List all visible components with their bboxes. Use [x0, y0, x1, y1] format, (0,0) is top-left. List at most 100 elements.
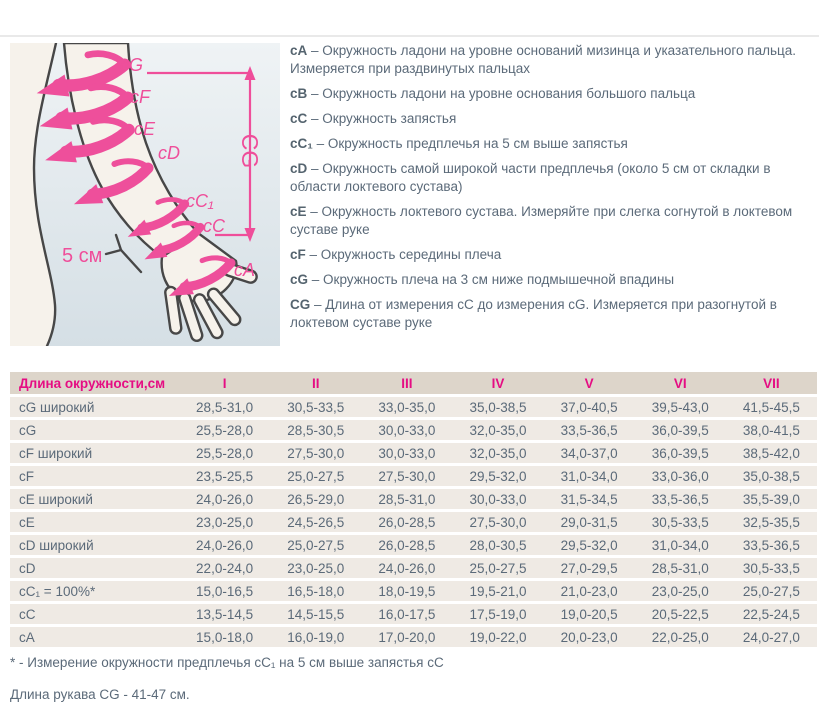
band-arrow-icon-cC1 [127, 197, 190, 237]
band-label-cD: cD [158, 143, 180, 163]
top-divider [0, 35, 819, 37]
band-label-cC1: cC₁ [186, 191, 214, 211]
row-label-cell: cA [10, 627, 179, 647]
value-cell: 28,5-31,0 [634, 558, 726, 578]
value-cell: 23,0-25,0 [179, 512, 271, 532]
band-arrow-icon-cE [45, 116, 135, 163]
col-header-size: I [179, 372, 271, 394]
col-header-size: IV [452, 372, 544, 394]
table-row: cF 23,5-25,5 25,0-27,5 27,5-30,0 29,5-32… [10, 466, 817, 486]
row-label-cell: cG [10, 420, 179, 440]
value-cell: 25,5-28,0 [179, 420, 271, 440]
row-label-cell: cF широкий [10, 443, 179, 463]
measurement-code: cC₁ [290, 136, 313, 151]
measurement-code: CG [290, 297, 311, 312]
value-cell: 24,0-26,0 [361, 558, 453, 578]
measurement-code: cA [290, 43, 308, 58]
value-cell: 32,5-35,5 [725, 512, 817, 532]
measurement-text: – Окружность середины плеча [309, 247, 502, 262]
band-label-cF: cF [130, 87, 151, 107]
row-label-cell: cF [10, 466, 179, 486]
measurement-code: cF [290, 247, 306, 262]
value-cell: 27,5-30,0 [361, 466, 453, 486]
measurement-code: cG [290, 272, 309, 287]
value-cell: 30,0-33,0 [361, 420, 453, 440]
value-cell: 28,5-31,0 [361, 489, 453, 509]
measurement-item: cG – Окружность плеча на 3 см ниже подмы… [290, 271, 814, 289]
measurement-code: cB [290, 86, 308, 101]
table-row: cG широкий 28,5-31,0 30,5-33,5 33,0-35,0… [10, 397, 817, 417]
value-cell: 22,5-24,5 [725, 604, 817, 624]
cg-dimension-arrow [147, 66, 256, 242]
band-arrow-icon-cC [144, 220, 205, 260]
value-cell: 29,5-32,0 [452, 466, 544, 486]
value-cell: 18,0-19,5 [361, 581, 453, 601]
value-cell: 16,0-19,0 [270, 627, 362, 647]
measurement-item: cF – Окружность середины плеча [290, 246, 814, 264]
table-row: cE 23,0-25,0 24,5-26,5 26,0-28,5 27,5-30… [10, 512, 817, 532]
value-cell: 27,5-30,0 [270, 443, 362, 463]
band-label-cC: cC [203, 216, 226, 236]
measurement-item: CG – Длина от измерения cC до измерения … [290, 296, 814, 332]
value-cell: 19,0-22,0 [452, 627, 544, 647]
value-cell: 38,5-42,0 [725, 443, 817, 463]
value-cell: 27,5-30,0 [452, 512, 544, 532]
row-label-cell: cD [10, 558, 179, 578]
table-row: cD широкий 24,0-26,0 25,0-27,5 26,0-28,5… [10, 535, 817, 555]
value-cell: 13,5-14,5 [179, 604, 271, 624]
value-cell: 34,0-37,0 [543, 443, 635, 463]
value-cell: 41,5-45,5 [725, 397, 817, 417]
value-cell: 26,5-29,0 [270, 489, 362, 509]
measurement-text: – Окружность предплечья на 5 см выше зап… [316, 136, 628, 151]
value-cell: 39,5-43,0 [634, 397, 726, 417]
measurement-code: cD [290, 161, 308, 176]
table-header-row: Длина окружности,см I II III IV V VI VII [10, 372, 817, 394]
measurement-item: cA – Окружность ладони на уровне основан… [290, 42, 814, 78]
value-cell: 36,0-39,5 [634, 443, 726, 463]
value-cell: 33,0-35,0 [361, 397, 453, 417]
table-row: cC 13,5-14,5 14,5-15,5 16,0-17,5 17,5-19… [10, 604, 817, 624]
value-cell: 30,5-33,5 [270, 397, 362, 417]
value-cell: 19,0-20,5 [543, 604, 635, 624]
value-cell: 25,0-27,5 [452, 558, 544, 578]
measurement-text: – Окружность плеча на 3 см ниже подмышеч… [311, 272, 675, 287]
value-cell: 17,0-20,0 [361, 627, 453, 647]
band-label-cE: cE [134, 119, 156, 139]
five-cm-bracket [104, 233, 143, 274]
row-label-cell: cG широкий [10, 397, 179, 417]
measurement-code: cE [290, 204, 307, 219]
value-cell: 19,5-21,0 [452, 581, 544, 601]
table-row: cF широкий 25,5-28,0 27,5-30,0 30,0-33,0… [10, 443, 817, 463]
value-cell: 33,5-36,5 [634, 489, 726, 509]
band-label-cG: cG [120, 55, 143, 75]
value-cell: 25,0-27,5 [725, 581, 817, 601]
value-cell: 25,0-27,5 [270, 535, 362, 555]
footnotes: * - Измерение окружности предплечья cC₁ … [10, 655, 800, 719]
value-cell: 35,0-38,5 [452, 397, 544, 417]
table-row: cA 15,0-18,0 16,0-19,0 17,0-20,0 19,0-22… [10, 627, 817, 647]
table-row: cD 22,0-24,0 23,0-25,0 24,0-26,0 25,0-27… [10, 558, 817, 578]
measurement-text: – Окружность запястья [311, 111, 457, 126]
value-cell: 28,5-31,0 [179, 397, 271, 417]
value-cell: 21,0-23,0 [543, 581, 635, 601]
torso-shape [10, 43, 56, 346]
value-cell: 29,5-32,0 [543, 535, 635, 555]
value-cell: 30,5-33,5 [634, 512, 726, 532]
col-header-size: III [361, 372, 453, 394]
value-cell: 38,0-41,5 [725, 420, 817, 440]
table-row: cG 25,5-28,0 28,5-30,5 30,0-33,0 32,0-35… [10, 420, 817, 440]
torso-contour [32, 41, 58, 348]
value-cell: 24,0-26,0 [179, 489, 271, 509]
value-cell: 23,0-25,0 [634, 581, 726, 601]
row-label-cell: cE широкий [10, 489, 179, 509]
measurement-text: – Окружность ладони на уровне оснований … [290, 43, 797, 76]
measurement-item: cB – Окружность ладони на уровне основан… [290, 85, 814, 103]
value-cell: 22,0-24,0 [179, 558, 271, 578]
value-cell: 35,5-39,0 [725, 489, 817, 509]
fingers [164, 262, 258, 343]
value-cell: 30,0-33,0 [361, 443, 453, 463]
value-cell: 20,0-23,0 [543, 627, 635, 647]
col-header-size: V [543, 372, 635, 394]
band-arrow-icon-cA [168, 255, 236, 297]
col-header-size: VII [725, 372, 817, 394]
